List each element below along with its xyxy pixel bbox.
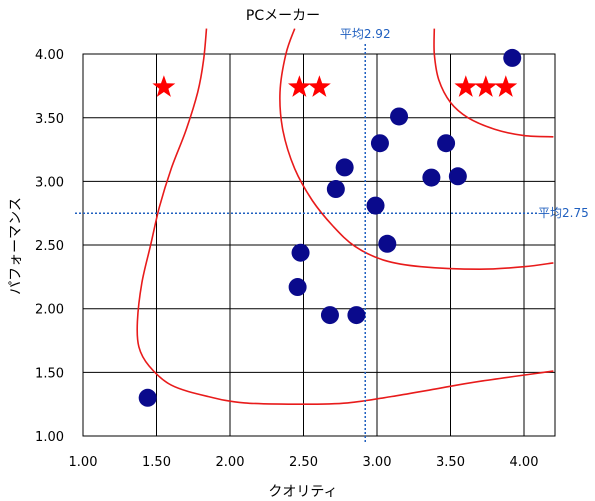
y-tick-label: 2.50 [35,239,64,254]
data-point [378,234,397,253]
average-lines: 平均2.92 平均2.75 [75,27,589,444]
contour-curve [136,28,554,405]
grid [82,53,556,437]
data-point [291,243,310,262]
rating-star [152,75,176,97]
contour-curve [279,28,554,271]
rating-star [494,75,518,97]
x-tick-label: 2.50 [289,455,318,470]
y-tick-label: 1.00 [35,430,64,445]
y-tick-label: 3.50 [35,112,64,127]
chart-title: PCメーカー [246,8,320,24]
y-tick-label: 2.00 [35,303,64,318]
x-tick-label: 4.00 [510,455,539,470]
tick-labels: 1.00 1.50 2.00 2.50 3.00 3.50 4.00 1.00 1.50 2.00… [35,48,538,470]
y-tick-label: 1.50 [35,366,64,381]
data-point [437,134,456,153]
x-axis-label: クオリティ [268,484,337,500]
data-point [390,107,409,126]
contour-lines [136,28,554,405]
data-point [138,388,157,407]
data-point [370,134,389,153]
x-tick-label: 1.50 [142,455,171,470]
average-label-y: 平均2.75 [538,206,589,220]
x-tick-label: 1.00 [69,455,98,470]
y-tick-label: 3.00 [35,175,64,190]
y-tick-label: 4.00 [35,48,64,63]
contour-curve [433,28,554,138]
rating-stars [152,75,518,97]
x-tick-label: 2.00 [216,455,245,470]
data-point [320,306,339,325]
data-point [288,278,307,297]
data-point [326,180,345,199]
x-tick-label: 3.50 [436,455,465,470]
data-point [503,48,522,67]
data-point [448,167,467,186]
data-point [422,168,441,187]
data-point [347,306,366,325]
rating-star [288,75,311,97]
y-axis-label: パフォーマンス [8,197,24,295]
data-point [335,158,354,177]
x-tick-label: 3.00 [363,455,392,470]
average-label-x: 平均2.92 [340,27,391,41]
rating-star [474,75,498,97]
data-points [138,48,522,407]
rating-star [454,75,478,97]
data-point [366,196,385,215]
rating-star [308,75,331,97]
